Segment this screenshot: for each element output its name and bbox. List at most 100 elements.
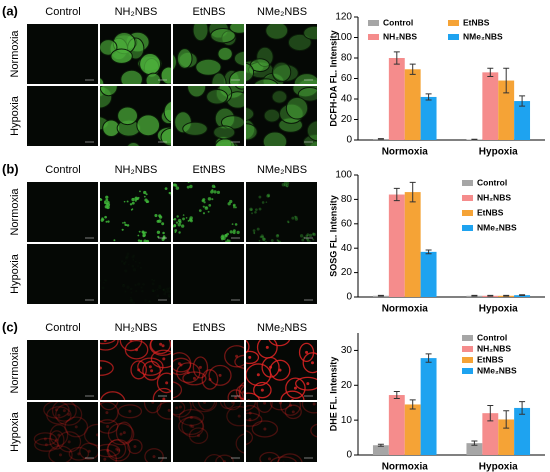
dot [123, 221, 126, 224]
spot [269, 365, 273, 369]
legend-label: NH₂NBS [477, 343, 511, 353]
dot [169, 290, 172, 293]
dot [137, 239, 141, 242]
dot [124, 263, 126, 265]
cell [126, 142, 141, 146]
spot [248, 355, 252, 359]
ring [285, 377, 306, 399]
dot [283, 183, 288, 187]
micrograph-bg [27, 244, 98, 304]
bar [498, 419, 515, 455]
legend-label: EtNBS [477, 354, 504, 364]
spot [175, 406, 179, 410]
column-label: Control [45, 164, 80, 176]
ring [215, 454, 234, 462]
column-label: NMe₂NBS [257, 6, 307, 18]
ring [46, 406, 72, 425]
dot [322, 249, 326, 253]
y-tick-label: 60 [341, 218, 353, 229]
dot [123, 200, 126, 203]
dot [130, 297, 132, 299]
micrograph-bg [27, 340, 98, 400]
ring [156, 372, 171, 394]
spot [310, 361, 314, 365]
spot [237, 414, 241, 418]
dot [151, 305, 153, 307]
dot [320, 215, 323, 218]
dot [321, 237, 323, 239]
bar [498, 80, 515, 140]
spot [135, 348, 139, 352]
bar [388, 395, 405, 455]
spot [150, 369, 154, 373]
ring [173, 357, 192, 373]
micrograph [173, 340, 244, 400]
spot [137, 368, 141, 372]
dot [162, 231, 165, 235]
micrograph-bg [27, 24, 98, 84]
panel-label: (a) [2, 3, 18, 18]
dot [193, 182, 195, 183]
micrograph [100, 336, 171, 400]
dot [177, 223, 182, 227]
dot [162, 305, 164, 307]
dot [202, 212, 206, 215]
cell [210, 27, 236, 44]
legend-swatch [462, 210, 473, 216]
dot [189, 219, 193, 223]
dot [131, 197, 135, 202]
ring [173, 402, 192, 418]
spot [248, 418, 252, 422]
cell [217, 46, 233, 61]
error-bar [393, 51, 400, 65]
spot [263, 402, 267, 405]
dot [158, 214, 162, 218]
error-bar [409, 63, 416, 75]
ring [79, 442, 98, 460]
ring [119, 340, 143, 352]
spot [226, 402, 229, 403]
error-bar [377, 443, 384, 447]
dot [185, 217, 188, 219]
spot [119, 432, 123, 436]
spot [267, 457, 271, 461]
micrograph-bg [27, 86, 98, 146]
legend-swatch [462, 357, 473, 363]
spot [312, 402, 316, 406]
bar [514, 295, 531, 297]
y-tick-label: 100 [335, 170, 352, 181]
legend-swatch [462, 195, 473, 201]
ring [298, 342, 315, 363]
dot [154, 214, 158, 218]
spot [242, 390, 244, 394]
ring [188, 427, 209, 445]
spot [263, 427, 267, 431]
dot [133, 268, 137, 272]
micrograph [100, 86, 171, 146]
dot [234, 223, 238, 226]
spot [102, 336, 105, 339]
error-bar [503, 67, 510, 94]
dot [294, 215, 297, 218]
spot [223, 460, 227, 462]
legend-label: NH₂NBS [477, 192, 511, 202]
dot [256, 227, 260, 231]
ring [100, 402, 119, 424]
y-tick-label: 10 [341, 415, 353, 426]
spot [197, 434, 201, 438]
dot [166, 288, 169, 291]
dot [306, 239, 310, 242]
dot [187, 182, 190, 183]
dot [174, 231, 177, 234]
cell [110, 48, 133, 64]
error-bar [487, 67, 494, 77]
dot [121, 260, 124, 263]
x-tick-label: Normoxia [382, 304, 429, 315]
row-label: Normoxia [9, 346, 21, 394]
bar [420, 358, 437, 455]
cell [246, 123, 258, 141]
dot [213, 190, 217, 194]
dot [100, 198, 101, 200]
ring [49, 430, 65, 450]
error-bar [519, 401, 526, 415]
